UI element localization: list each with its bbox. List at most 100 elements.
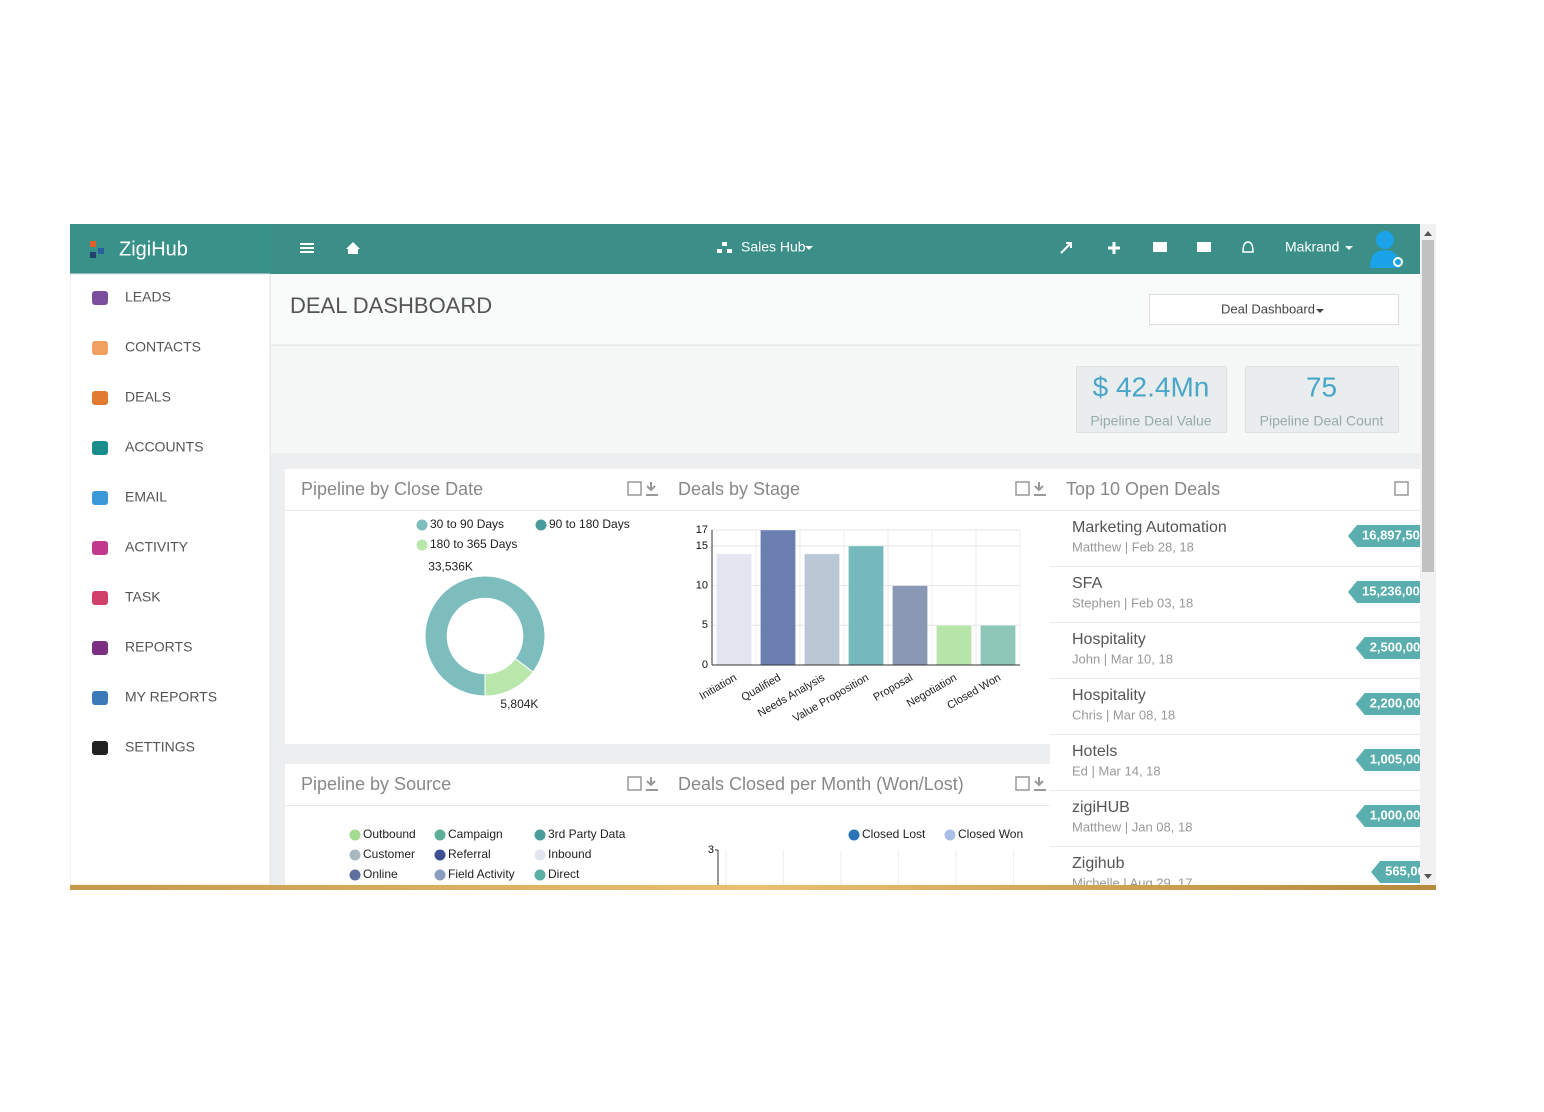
pie-slice (484, 657, 534, 697)
deal-name[interactable]: Zigihub (1072, 855, 1125, 872)
nav-icon[interactable] (92, 441, 108, 455)
download-icon[interactable] (1034, 777, 1046, 791)
nav-icon[interactable] (92, 341, 108, 355)
widget (662, 764, 1050, 885)
y-tick-label: 3 (708, 844, 714, 856)
bar (759, 529, 797, 666)
bar (979, 624, 1017, 666)
legend-label: Referral (448, 847, 491, 861)
open-icon[interactable] (627, 776, 642, 791)
nav-item[interactable]: CONTACTS (125, 339, 201, 355)
brand[interactable]: ZigiHub (119, 238, 188, 260)
deal-amount: 16,897,500 (1362, 527, 1427, 542)
legend-swatch (434, 829, 446, 841)
deal-detail: John | Mar 10, 18 (1072, 651, 1173, 666)
deal-amount: 1,005,000 (1370, 751, 1428, 766)
nav-icon[interactable] (92, 691, 108, 705)
menu-toggle[interactable] (300, 243, 314, 253)
legend-label: Customer (363, 847, 415, 861)
fullscreen-icon[interactable] (1060, 242, 1072, 254)
bar (715, 553, 753, 666)
legend-swatch (534, 849, 546, 861)
nav-item[interactable]: LEADS (125, 289, 171, 305)
deal-detail: Matthew | Jan 08, 18 (1072, 819, 1192, 834)
nav-icon[interactable] (92, 291, 108, 305)
nav-item[interactable]: DEALS (125, 389, 171, 405)
legend-label: Field Activity (448, 867, 515, 881)
deal-name[interactable]: Hospitality (1072, 687, 1146, 704)
legend-label: Campaign (448, 827, 503, 841)
logo (90, 252, 96, 258)
download-icon[interactable] (1034, 482, 1046, 496)
y-tick-label: 15 (696, 540, 708, 552)
app-window: ZigiHub Sales Hub Makrand DEAL DASHBOARD… (70, 224, 1436, 885)
deal-name[interactable]: Hotels (1072, 743, 1117, 760)
nav-item[interactable]: ACCOUNTS (125, 439, 204, 455)
nav-item[interactable]: ACTIVITY (125, 539, 189, 555)
avatar[interactable] (1370, 250, 1400, 268)
legend-swatch (848, 829, 860, 841)
download-icon[interactable] (646, 777, 658, 791)
deal-name[interactable]: Hospitality (1072, 631, 1146, 648)
kpi-area (271, 346, 1420, 453)
deal-detail: Chris | Mar 08, 18 (1072, 707, 1175, 722)
nav-item[interactable]: TASK (125, 589, 161, 605)
legend-label: Outbound (363, 827, 416, 841)
avatar[interactable] (1376, 231, 1394, 249)
legend-swatch (534, 869, 546, 881)
bell-icon[interactable] (1242, 241, 1254, 253)
caret (1345, 246, 1353, 250)
legend-label: Closed Won (958, 827, 1023, 841)
kpi-card (1076, 366, 1227, 433)
amount-badge (1355, 637, 1420, 659)
deal-name[interactable]: SFA (1072, 575, 1103, 592)
bar (891, 585, 929, 666)
data-label: 33,536K (428, 559, 473, 573)
legend-label: 30 to 90 Days (430, 517, 504, 531)
nav-item[interactable]: SETTINGS (125, 739, 195, 755)
deal-name[interactable]: zigiHUB (1072, 799, 1130, 816)
user-menu[interactable]: Makrand (1285, 239, 1339, 255)
status-dot (1393, 257, 1403, 267)
scroll-thumb[interactable] (1422, 240, 1434, 572)
widget (285, 764, 662, 885)
open-icon[interactable] (1015, 481, 1030, 496)
deal-amount: 1,000,000 (1370, 807, 1428, 822)
nav-item[interactable]: REPORTS (125, 639, 192, 655)
deal-name[interactable]: Marketing Automation (1072, 519, 1227, 536)
deal-detail: Ed | Mar 14, 18 (1072, 763, 1161, 778)
open-icon[interactable] (627, 481, 642, 496)
nav-icon[interactable] (92, 741, 108, 755)
add-icon[interactable] (1108, 242, 1120, 254)
nav-icon[interactable] (92, 391, 108, 405)
widget-title: Deals by Stage (678, 479, 800, 499)
legend-label: 180 to 365 Days (430, 537, 517, 551)
tasks-icon[interactable] (1197, 242, 1211, 252)
dashboard-select[interactable] (1149, 294, 1399, 325)
home-icon[interactable] (346, 242, 360, 254)
deal-detail: Stephen | Feb 03, 18 (1072, 595, 1193, 610)
kpi-value: 75 (1306, 371, 1337, 402)
download-icon[interactable] (646, 482, 658, 496)
nav-icon[interactable] (92, 641, 108, 655)
kpi-label: Pipeline Deal Count (1260, 413, 1384, 429)
nav-item[interactable]: EMAIL (125, 489, 167, 505)
nav-icon[interactable] (92, 491, 108, 505)
legend-swatch (534, 829, 546, 841)
hub-menu[interactable]: Sales Hub (741, 239, 806, 255)
legend-swatch (349, 829, 361, 841)
nav-item[interactable]: MY REPORTS (125, 689, 217, 705)
widget-title: Pipeline by Close Date (301, 479, 483, 499)
deal-amount: 15,236,000 (1362, 583, 1427, 598)
legend-label: 90 to 180 Days (549, 517, 630, 531)
nav-icon[interactable] (92, 591, 108, 605)
open-icon[interactable] (1394, 481, 1409, 496)
dashboard-select-label[interactable]: Deal Dashboard (1221, 301, 1315, 316)
nav-icon[interactable] (92, 541, 108, 555)
open-icon[interactable] (1015, 776, 1030, 791)
page-title: DEAL DASHBOARD (290, 293, 492, 318)
widget (285, 469, 662, 744)
pie-slice (424, 575, 546, 697)
mail-icon[interactable] (1153, 242, 1167, 252)
